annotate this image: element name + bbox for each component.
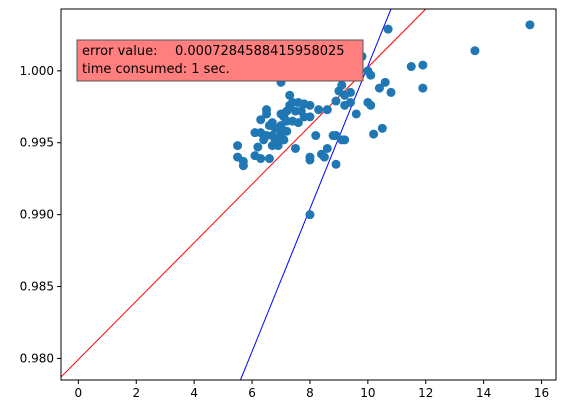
data-point xyxy=(233,141,243,151)
data-point xyxy=(262,105,272,115)
data-point xyxy=(311,131,321,141)
data-point xyxy=(264,154,274,164)
data-point xyxy=(374,83,384,93)
data-point xyxy=(351,109,361,119)
plot-frame xyxy=(60,8,557,381)
x-tick-label: 0 xyxy=(75,386,83,400)
x-tick-label: 4 xyxy=(190,386,198,400)
data-point xyxy=(406,62,416,72)
data-point xyxy=(377,123,387,133)
data-point xyxy=(322,105,332,115)
x-tick-label: 8 xyxy=(306,386,314,400)
data-point xyxy=(285,90,295,100)
data-point xyxy=(259,135,269,145)
y-tick-label: 0.985 xyxy=(20,280,54,294)
x-tick-label: 10 xyxy=(360,386,375,400)
data-point xyxy=(383,24,393,34)
annotation-error-label: error value: xyxy=(82,44,158,59)
data-point xyxy=(290,143,300,153)
data-point xyxy=(322,143,332,153)
data-point xyxy=(386,87,396,97)
data-point xyxy=(305,152,315,162)
x-tick-label: 16 xyxy=(534,386,549,400)
annotation-error-value: 0.0007284588415958025 xyxy=(175,44,345,59)
data-point xyxy=(305,210,315,220)
y-tick-label: 0.995 xyxy=(20,136,54,150)
data-point xyxy=(470,46,480,56)
y-tick-label: 0.980 xyxy=(20,351,54,365)
data-points xyxy=(233,20,535,220)
y-axis: 0.980 0.985 0.990 0.995 1.000 xyxy=(20,64,61,365)
data-point xyxy=(314,105,324,115)
annotation-time: time consumed: 1 sec. xyxy=(82,62,230,77)
data-point xyxy=(293,118,303,128)
y-tick-label: 1.000 xyxy=(20,64,54,78)
data-point xyxy=(331,159,341,169)
data-point xyxy=(340,100,350,110)
data-point xyxy=(380,77,390,87)
x-tick-label: 2 xyxy=(132,386,140,400)
data-point xyxy=(369,129,379,139)
data-point xyxy=(525,20,535,30)
data-point xyxy=(290,106,300,116)
data-point xyxy=(250,151,260,161)
data-point xyxy=(340,135,350,145)
data-point xyxy=(366,100,376,110)
annotation-background xyxy=(76,39,364,82)
data-point xyxy=(256,115,266,125)
data-point xyxy=(418,60,428,70)
x-tick-label: 6 xyxy=(248,386,256,400)
x-tick-label: 12 xyxy=(418,386,433,400)
annotation-box: error value: 0.0007284588415958025 time … xyxy=(76,39,364,82)
data-point xyxy=(273,141,283,151)
data-point xyxy=(253,142,263,152)
data-point xyxy=(279,135,289,145)
data-point xyxy=(319,152,329,162)
data-point xyxy=(366,70,376,80)
y-tick-label: 0.990 xyxy=(20,208,54,222)
data-point xyxy=(337,80,347,90)
data-point xyxy=(264,120,274,130)
data-point xyxy=(238,161,248,171)
x-axis: 0 2 4 6 8 10 12 14 16 xyxy=(75,380,549,400)
data-point xyxy=(418,83,428,93)
x-tick-label: 14 xyxy=(476,386,491,400)
data-point xyxy=(331,96,341,106)
